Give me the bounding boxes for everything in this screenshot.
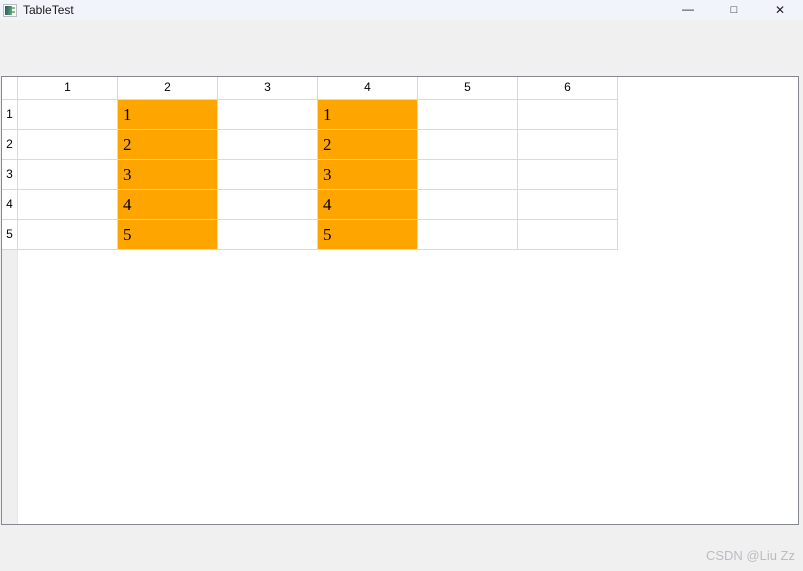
maximize-button[interactable]: □ xyxy=(711,0,757,20)
table-cell[interactable] xyxy=(418,220,518,250)
table-cell-highlighted[interactable]: 4 xyxy=(318,190,418,220)
table-cell[interactable] xyxy=(218,220,318,250)
minimize-icon: — xyxy=(682,2,694,16)
table-cell-highlighted[interactable]: 2 xyxy=(118,130,218,160)
table-cell[interactable] xyxy=(218,160,318,190)
minimize-button[interactable]: — xyxy=(665,0,711,20)
column-header-5[interactable]: 5 xyxy=(418,77,518,100)
table-cell[interactable] xyxy=(218,190,318,220)
table-row: 1 1 1 xyxy=(2,100,798,130)
table-row: 5 5 5 xyxy=(2,220,798,250)
row-empty-area xyxy=(618,100,798,130)
table-cell[interactable] xyxy=(418,100,518,130)
table-cell[interactable] xyxy=(418,130,518,160)
table-cell-highlighted[interactable]: 3 xyxy=(118,160,218,190)
table-cell[interactable] xyxy=(18,220,118,250)
table-widget: 1 2 3 4 5 6 1 1 1 2 2 xyxy=(1,76,799,525)
column-header-4[interactable]: 4 xyxy=(318,77,418,100)
row-empty-area xyxy=(618,160,798,190)
table-cell[interactable] xyxy=(418,160,518,190)
table-cell-highlighted[interactable]: 1 xyxy=(118,100,218,130)
table-cell[interactable] xyxy=(518,160,618,190)
row-header-empty-area xyxy=(2,250,18,524)
column-header-empty-area xyxy=(618,77,798,100)
column-header-6[interactable]: 6 xyxy=(518,77,618,100)
table-cell-highlighted[interactable]: 4 xyxy=(118,190,218,220)
table-cell[interactable] xyxy=(18,190,118,220)
window-body: 1 2 3 4 5 6 1 1 1 2 2 xyxy=(0,20,803,571)
table-cell[interactable] xyxy=(518,100,618,130)
table-cell-highlighted[interactable]: 2 xyxy=(318,130,418,160)
column-header-row: 1 2 3 4 5 6 xyxy=(2,77,798,100)
watermark-text: CSDN @Liu Zz xyxy=(705,548,795,563)
column-header-2[interactable]: 2 xyxy=(118,77,218,100)
table-cell-highlighted[interactable]: 5 xyxy=(318,220,418,250)
table-cell[interactable] xyxy=(218,130,318,160)
close-icon: ✕ xyxy=(774,3,786,17)
row-header-1[interactable]: 1 xyxy=(2,100,18,130)
row-empty-area xyxy=(618,220,798,250)
table-cell-highlighted[interactable]: 1 xyxy=(318,100,418,130)
column-header-1[interactable]: 1 xyxy=(18,77,118,100)
row-header-3[interactable]: 3 xyxy=(2,160,18,190)
row-empty-area xyxy=(618,130,798,160)
window-title: TableTest xyxy=(23,3,74,17)
app-icon-line xyxy=(12,6,15,9)
close-button[interactable]: ✕ xyxy=(757,0,803,20)
table-row: 3 3 3 xyxy=(2,160,798,190)
table-cell-highlighted[interactable]: 5 xyxy=(118,220,218,250)
table-empty-viewport xyxy=(2,250,798,524)
table-cell[interactable] xyxy=(518,130,618,160)
app-icon xyxy=(3,3,17,17)
row-header-5[interactable]: 5 xyxy=(2,220,18,250)
app-icon-picture xyxy=(5,5,12,15)
table-cell[interactable] xyxy=(518,220,618,250)
maximize-icon: □ xyxy=(730,3,738,16)
row-empty-area xyxy=(618,190,798,220)
titlebar: TableTest — □ ✕ xyxy=(0,0,803,20)
table-row: 2 2 2 xyxy=(2,130,798,160)
window-controls: — □ ✕ xyxy=(665,0,803,20)
row-header-4[interactable]: 4 xyxy=(2,190,18,220)
viewport-background xyxy=(18,250,798,524)
table-cell[interactable] xyxy=(518,190,618,220)
table-corner-button[interactable] xyxy=(2,77,18,100)
table-cell[interactable] xyxy=(18,160,118,190)
table-cell[interactable] xyxy=(18,130,118,160)
table-cell[interactable] xyxy=(418,190,518,220)
table-row: 4 4 4 xyxy=(2,190,798,220)
table-cell-highlighted[interactable]: 3 xyxy=(318,160,418,190)
table-cell[interactable] xyxy=(218,100,318,130)
table-cell[interactable] xyxy=(18,100,118,130)
row-header-2[interactable]: 2 xyxy=(2,130,18,160)
column-header-3[interactable]: 3 xyxy=(218,77,318,100)
app-icon-line xyxy=(12,10,15,13)
